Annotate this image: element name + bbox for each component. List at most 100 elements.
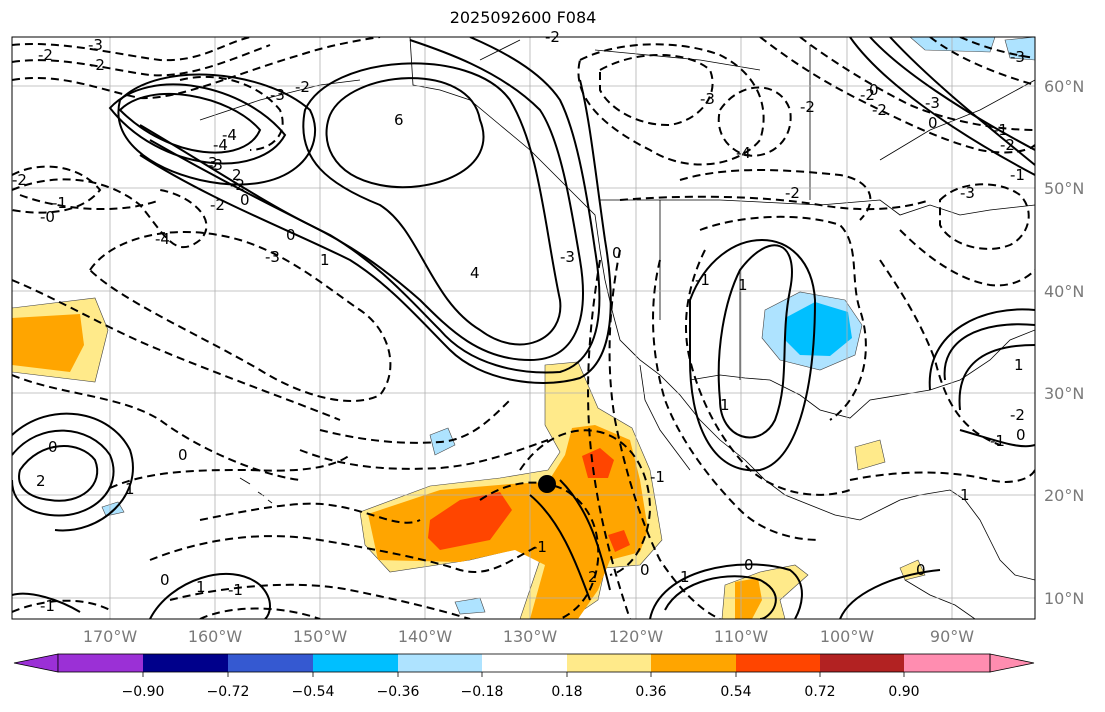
contour-label: -4 (155, 230, 170, 248)
colorbar-segment (567, 654, 651, 672)
contour-label: 1 (680, 568, 690, 586)
contour-label: 1 (720, 396, 730, 414)
map-area (12, 37, 1035, 619)
lat-label: 30°N (1044, 384, 1084, 403)
map-frame (11, 36, 1036, 620)
lon-label: 110°W (714, 627, 769, 646)
lat-label: 60°N (1044, 77, 1084, 96)
colorbar-frame (57, 653, 991, 673)
contour-label: -4 (222, 126, 237, 144)
contour-label: 0 (928, 114, 938, 132)
map-title: 2025092600 F084 (449, 8, 597, 27)
colorbar-tick-label: −0.90 (122, 684, 165, 700)
lon-label: 160°W (188, 627, 243, 646)
contour-label: 6 (394, 111, 404, 129)
contour-label: -1 (993, 121, 1008, 139)
contour-label: -1 (695, 271, 710, 289)
contour-label: 0 (178, 446, 188, 464)
contour-label: -0 (40, 208, 55, 226)
colorbar-segment (820, 654, 904, 672)
contour-label: -1 (52, 194, 67, 212)
contour-label: -2 (1000, 136, 1015, 154)
colorbar-tick-label: −0.54 (292, 684, 335, 700)
contour-label: -1 (532, 538, 547, 556)
contour-label: -2 (90, 56, 105, 74)
contour-label: 0 (744, 556, 754, 574)
contour-label: 0 (869, 81, 879, 99)
contour-label: -3 (925, 94, 940, 112)
contour-label: 0 (160, 571, 170, 589)
contour-label: 0 (48, 438, 58, 456)
contour-label: -3 (560, 248, 575, 266)
contour-label: 2 (232, 166, 242, 184)
contour-label: -2 (295, 78, 310, 96)
lon-label: 120°W (609, 627, 664, 646)
contour-label: -4 (736, 144, 751, 162)
contour-label: 0 (1016, 426, 1026, 444)
contour-label: -2 (1010, 406, 1025, 424)
contour-label: -2 (785, 184, 800, 202)
contour-label: -3 (208, 156, 223, 174)
storm-center-marker (538, 475, 556, 493)
contour-label: 0 (612, 244, 622, 262)
lon-label: 140°W (398, 627, 453, 646)
lat-label: 20°N (1044, 486, 1084, 505)
colorbar-segment (904, 654, 990, 672)
contour-label: -3 (88, 36, 103, 54)
colorbar-tick-label: 0.90 (888, 684, 919, 700)
colorbar-segment (482, 654, 567, 672)
contour-label: -4 (213, 136, 228, 154)
contour-label: -2 (38, 46, 53, 64)
contour-label: -1 (650, 468, 665, 486)
contour-label: 0 (286, 226, 296, 244)
contour-label: -2 (12, 171, 27, 189)
contour-label: 3 (208, 154, 218, 172)
contour-label: 2 (588, 568, 598, 586)
contour-label: -3 (270, 86, 285, 104)
lon-label: 150°W (293, 627, 348, 646)
contour-label: -1 (1010, 166, 1025, 184)
shade-patch-positive (854, 439, 886, 471)
contour-label: -2 (545, 28, 560, 46)
contour-label: 0 (240, 191, 250, 209)
colorbar-segment (736, 654, 820, 672)
colorbar-tick-label: −0.18 (461, 684, 504, 700)
contour-label: -2 (800, 98, 815, 116)
colorbar-segment (228, 654, 313, 672)
colorbar: −0.90 −0.72 −0.54 −0.36 −0.18 0.18 0.36 … (13, 653, 1035, 700)
contours-negative (12, 37, 1035, 619)
shade-patch-positive (608, 530, 630, 552)
shade-patch-positive (12, 314, 84, 372)
longitude-labels: 170°W 160°W 150°W 140°W 130°W 120°W 110°… (83, 627, 974, 646)
contour-label: 1 (125, 480, 135, 498)
colorbar-segment (143, 654, 228, 672)
lon-label: 170°W (83, 627, 138, 646)
shade-patch-negative (909, 37, 996, 53)
contour-label: 1 (320, 251, 330, 269)
contour-label: -1 (228, 581, 243, 599)
lat-label: 10°N (1044, 589, 1084, 608)
colorbar-extend-high (989, 653, 1035, 673)
lon-label: 90°W (930, 627, 974, 646)
contour-label: -2 (210, 196, 225, 214)
contour-label: -2 (860, 86, 875, 104)
shade-patch-positive (582, 448, 614, 478)
gridlines (12, 37, 1035, 619)
contour-label: -3 (265, 248, 280, 266)
contour-label: 0 (916, 561, 926, 579)
latitude-labels: 60°N 50°N 40°N 30°N 20°N 10°N (1044, 77, 1084, 608)
contour-label: 0 (640, 561, 650, 579)
contour-label: -1 (40, 597, 55, 615)
lat-label: 50°N (1044, 179, 1084, 198)
colorbar-segment (313, 654, 398, 672)
colorbar-tick-label: 0.72 (804, 684, 835, 700)
colorbar-tick-label: 0.36 (635, 684, 666, 700)
contour-label: 1 (196, 578, 206, 596)
contour-label: 1 (1014, 356, 1024, 374)
contour-labels: -3 -2 -2 -4 -3 3 -2 -3 -4 -2 2 0 1 -2 -0… (12, 28, 1026, 615)
contour-label: 1 (738, 276, 748, 294)
colorbar-extend-low (13, 653, 59, 673)
shade-patch-negative (785, 302, 852, 356)
contour-label: -3 (960, 184, 975, 202)
